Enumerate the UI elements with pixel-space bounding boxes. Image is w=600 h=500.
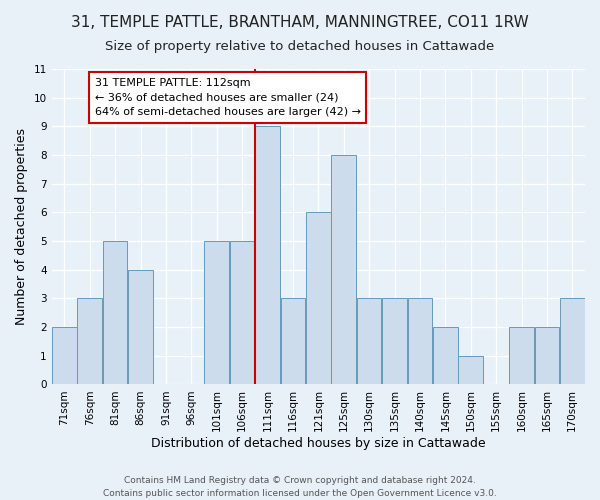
Bar — [331, 155, 356, 384]
Bar — [357, 298, 382, 384]
Bar — [458, 356, 483, 384]
Bar — [535, 327, 559, 384]
Bar — [306, 212, 331, 384]
Bar — [128, 270, 153, 384]
Bar — [103, 241, 127, 384]
Bar — [281, 298, 305, 384]
Bar — [382, 298, 407, 384]
Bar — [433, 327, 458, 384]
Bar — [407, 298, 432, 384]
Bar — [509, 327, 534, 384]
Text: 31, TEMPLE PATTLE, BRANTHAM, MANNINGTREE, CO11 1RW: 31, TEMPLE PATTLE, BRANTHAM, MANNINGTREE… — [71, 15, 529, 30]
Text: 31 TEMPLE PATTLE: 112sqm
← 36% of detached houses are smaller (24)
64% of semi-d: 31 TEMPLE PATTLE: 112sqm ← 36% of detach… — [95, 78, 361, 117]
Text: Contains HM Land Registry data © Crown copyright and database right 2024.
Contai: Contains HM Land Registry data © Crown c… — [103, 476, 497, 498]
Bar — [255, 126, 280, 384]
Bar — [77, 298, 102, 384]
Y-axis label: Number of detached properties: Number of detached properties — [15, 128, 28, 325]
X-axis label: Distribution of detached houses by size in Cattawade: Distribution of detached houses by size … — [151, 437, 485, 450]
Bar — [205, 241, 229, 384]
Bar — [52, 327, 77, 384]
Bar — [230, 241, 254, 384]
Bar — [560, 298, 584, 384]
Text: Size of property relative to detached houses in Cattawade: Size of property relative to detached ho… — [106, 40, 494, 53]
